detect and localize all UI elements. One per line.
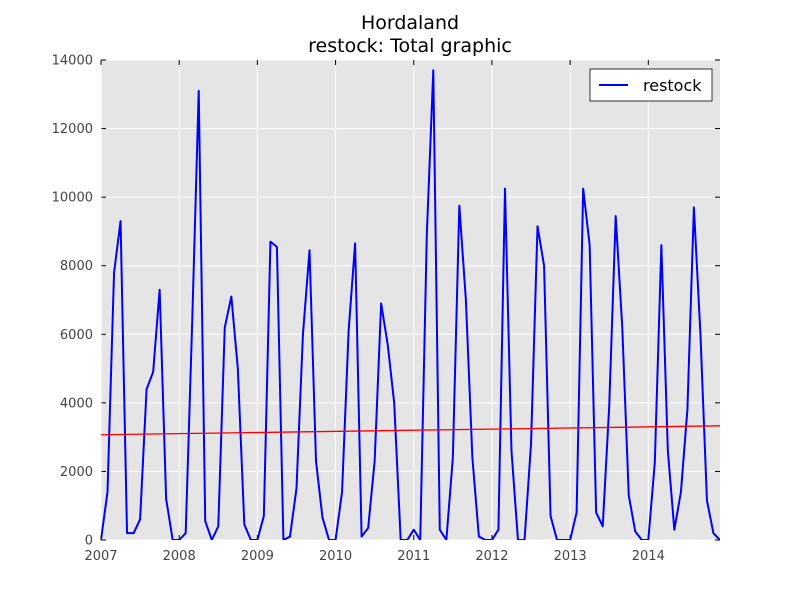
x-tick-label: 2009 <box>241 549 274 564</box>
y-tick-label: 12000 <box>52 122 93 137</box>
x-tick-label: 2013 <box>554 549 587 564</box>
y-tick-label: 10000 <box>52 191 93 206</box>
x-tick-label: 2011 <box>397 549 430 564</box>
y-tick-label: 2000 <box>60 465 93 480</box>
y-tick-label: 0 <box>85 534 93 549</box>
chart-subtitle: restock: Total graphic <box>308 35 512 57</box>
legend-label-restock: restock <box>643 76 702 95</box>
x-tick-label: 2010 <box>319 549 352 564</box>
x-tick-label: 2014 <box>632 549 665 564</box>
x-tick-label: 2008 <box>163 549 196 564</box>
x-tick-label: 2012 <box>475 549 508 564</box>
y-tick-label: 6000 <box>60 328 93 343</box>
x-tick-label: 2007 <box>84 549 117 564</box>
trend-line <box>101 425 720 436</box>
y-tick-label: 8000 <box>60 259 93 274</box>
restock-series-line <box>101 69 720 540</box>
chart-title: Hordaland <box>360 12 460 34</box>
y-tick-label: 14000 <box>52 54 93 69</box>
y-tick-label: 4000 <box>60 396 93 411</box>
